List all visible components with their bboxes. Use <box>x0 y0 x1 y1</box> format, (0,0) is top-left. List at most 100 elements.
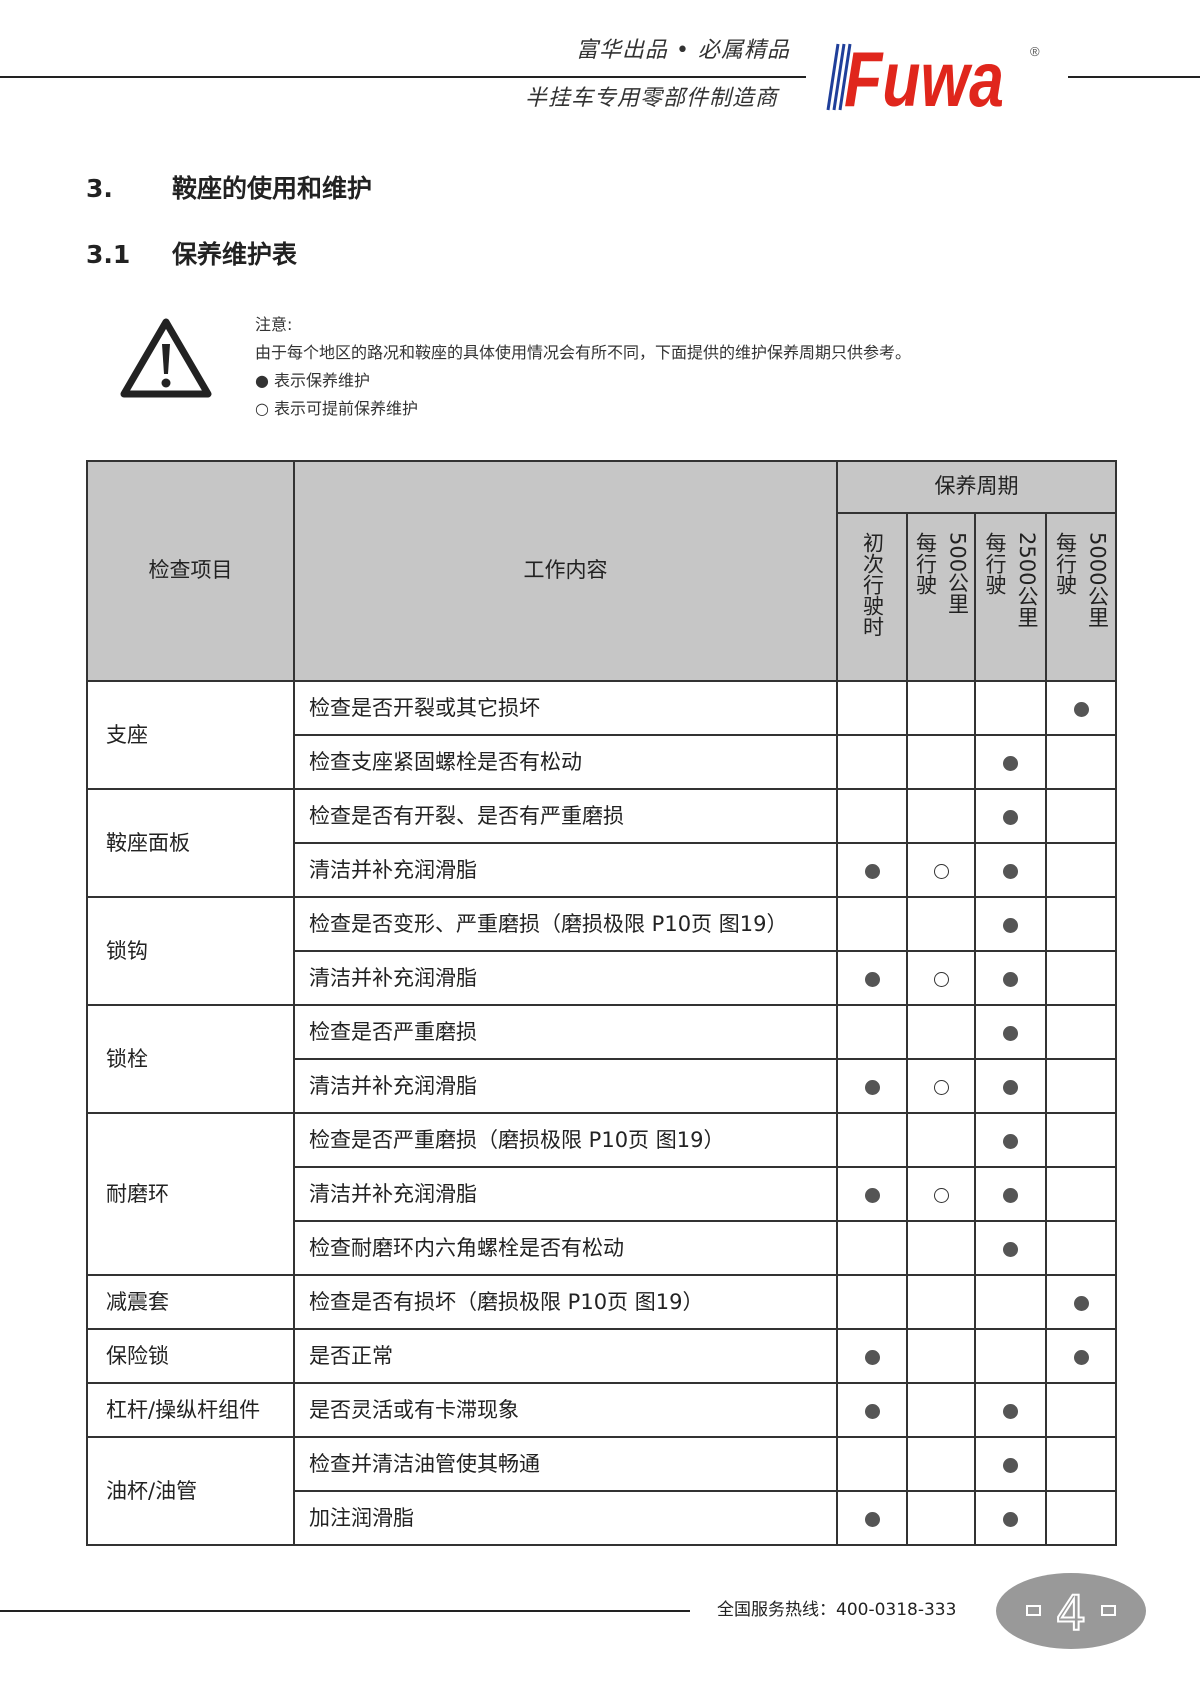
subsection-heading: 3.1 保养维护表 <box>86 238 297 272</box>
filled-circle-icon <box>1003 1241 1018 1257</box>
filled-circle-icon <box>1003 971 1018 987</box>
filled-circle-icon <box>864 863 880 879</box>
section-number: 3. <box>86 174 113 203</box>
period-cell <box>836 680 908 736</box>
period-cell <box>836 896 908 952</box>
filled-circle-icon <box>1003 1133 1018 1149</box>
table-row: 清洁并补充润滑脂 <box>87 842 1117 898</box>
period-cell <box>906 680 976 736</box>
period-cell <box>906 1166 976 1222</box>
period-cell <box>974 788 1047 844</box>
filled-circle-icon <box>1073 701 1089 717</box>
filled-circle-icon <box>864 1079 880 1095</box>
work-content: 检查是否开裂或其它损坏 <box>293 680 838 736</box>
table-row: 检查支座紧固螺栓是否有松动 <box>87 734 1117 790</box>
period-cell <box>906 1274 976 1330</box>
filled-circle-icon <box>1003 917 1018 933</box>
filled-circle-icon <box>1003 1403 1018 1419</box>
period-cell <box>836 734 908 790</box>
warning-triangle-icon <box>118 316 214 408</box>
header-slogan: 富华出品 • 必属精品 <box>576 38 790 63</box>
period-cell <box>906 1112 976 1168</box>
period-distance: 5000公里 <box>1085 532 1110 628</box>
open-circle-icon <box>933 1079 949 1095</box>
period-cell <box>906 788 976 844</box>
period-cell <box>1045 680 1117 736</box>
page-number: 4 <box>1056 1586 1087 1642</box>
filled-circle-icon <box>1003 863 1018 879</box>
period-cell <box>974 896 1047 952</box>
subsection-title: 保养维护表 <box>172 240 298 269</box>
check-item: 耐磨环 <box>86 1112 295 1276</box>
logo-wordmark: Fuwa <box>844 40 1004 118</box>
period-cell <box>836 1166 908 1222</box>
period-cell <box>906 1490 976 1546</box>
period-cell <box>906 1004 976 1060</box>
period-header-0: 初次行驶时 <box>836 512 908 682</box>
check-item: 减震套 <box>86 1274 295 1330</box>
period-cell <box>974 1004 1047 1060</box>
table-row: 检查耐磨环内六角螺栓是否有松动 <box>87 1220 1117 1276</box>
legend-filled: ● 表示保养维护 <box>255 371 371 390</box>
check-item: 锁钩 <box>86 896 295 1006</box>
table-row: 油杯/油管 检查并清洁油管使其畅通 <box>86 1436 1117 1546</box>
filled-circle-icon <box>864 971 880 987</box>
period-cell <box>1045 1112 1117 1168</box>
filled-circle-icon <box>864 1511 880 1527</box>
period-cell <box>1045 1058 1117 1114</box>
filled-circle-icon <box>1003 1511 1018 1527</box>
footer-rule <box>0 1610 690 1612</box>
notice-label: 注意: <box>255 315 293 334</box>
filled-circle-icon <box>1003 1457 1018 1473</box>
period-cell <box>906 950 976 1006</box>
fuwa-logo: Fuwa ® <box>826 35 1046 123</box>
period-cell <box>836 1058 908 1114</box>
work-content: 检查是否严重磨损（磨损极限 P10页 图19） <box>293 1112 838 1168</box>
filled-circle-icon <box>1003 1025 1018 1041</box>
period-label: 每行驶 <box>983 532 1007 595</box>
work-content: 清洁并补充润滑脂 <box>293 1058 838 1114</box>
legend-open: ○ 表示可提前保养维护 <box>255 399 419 418</box>
period-cell <box>1045 734 1117 790</box>
filled-circle-icon <box>1073 1295 1089 1311</box>
period-distance: 2500公里 <box>1015 532 1039 628</box>
col-header-item: 检查项目 <box>86 460 295 682</box>
period-cell <box>974 1220 1047 1276</box>
table-row: 加注润滑脂 <box>87 1490 1117 1546</box>
period-cell <box>836 1382 908 1438</box>
period-cell <box>974 950 1047 1006</box>
table-row: 清洁并补充润滑脂 <box>87 1166 1117 1222</box>
table-row: 减震套 检查是否有损坏（磨损极限 P10页 图19） <box>86 1274 1117 1330</box>
period-cell <box>974 680 1047 736</box>
period-cell <box>906 1328 976 1384</box>
check-item: 保险锁 <box>86 1328 295 1384</box>
period-cell <box>906 842 976 898</box>
open-circle-icon <box>933 1187 949 1203</box>
period-cell <box>906 1382 976 1438</box>
table-row: 耐磨环 检查是否严重磨损（磨损极限 P10页 图19） <box>86 1112 1117 1276</box>
work-content: 加注润滑脂 <box>293 1490 838 1546</box>
work-content: 清洁并补充润滑脂 <box>293 1166 838 1222</box>
period-cell <box>836 1490 908 1546</box>
registered-mark: ® <box>1030 44 1040 59</box>
period-cell <box>836 1274 908 1330</box>
table-row: 锁栓 检查是否严重磨损 <box>86 1004 1117 1114</box>
work-content: 是否正常 <box>293 1328 838 1384</box>
section-heading: 3. 鞍座的使用和维护 <box>86 172 372 206</box>
header-tagline: 半挂车专用零部件制造商 <box>524 86 778 111</box>
period-cell <box>974 734 1047 790</box>
check-item: 杠杆/操纵杆组件 <box>86 1382 295 1438</box>
section-title: 鞍座的使用和维护 <box>172 174 373 203</box>
work-content: 检查是否有损坏（磨损极限 P10页 图19） <box>293 1274 838 1330</box>
filled-circle-icon <box>1003 755 1018 771</box>
filled-circle-icon <box>864 1187 880 1203</box>
period-cell <box>836 1220 908 1276</box>
period-cell <box>906 1436 976 1492</box>
period-cell <box>1045 842 1117 898</box>
period-cell <box>906 1220 976 1276</box>
table-row: 支座 检查是否开裂或其它损坏 <box>86 680 1117 790</box>
period-cell <box>836 842 908 898</box>
col-header-work: 工作内容 <box>293 460 838 682</box>
header-rule-right <box>1068 76 1200 78</box>
period-cell <box>1045 1328 1117 1384</box>
